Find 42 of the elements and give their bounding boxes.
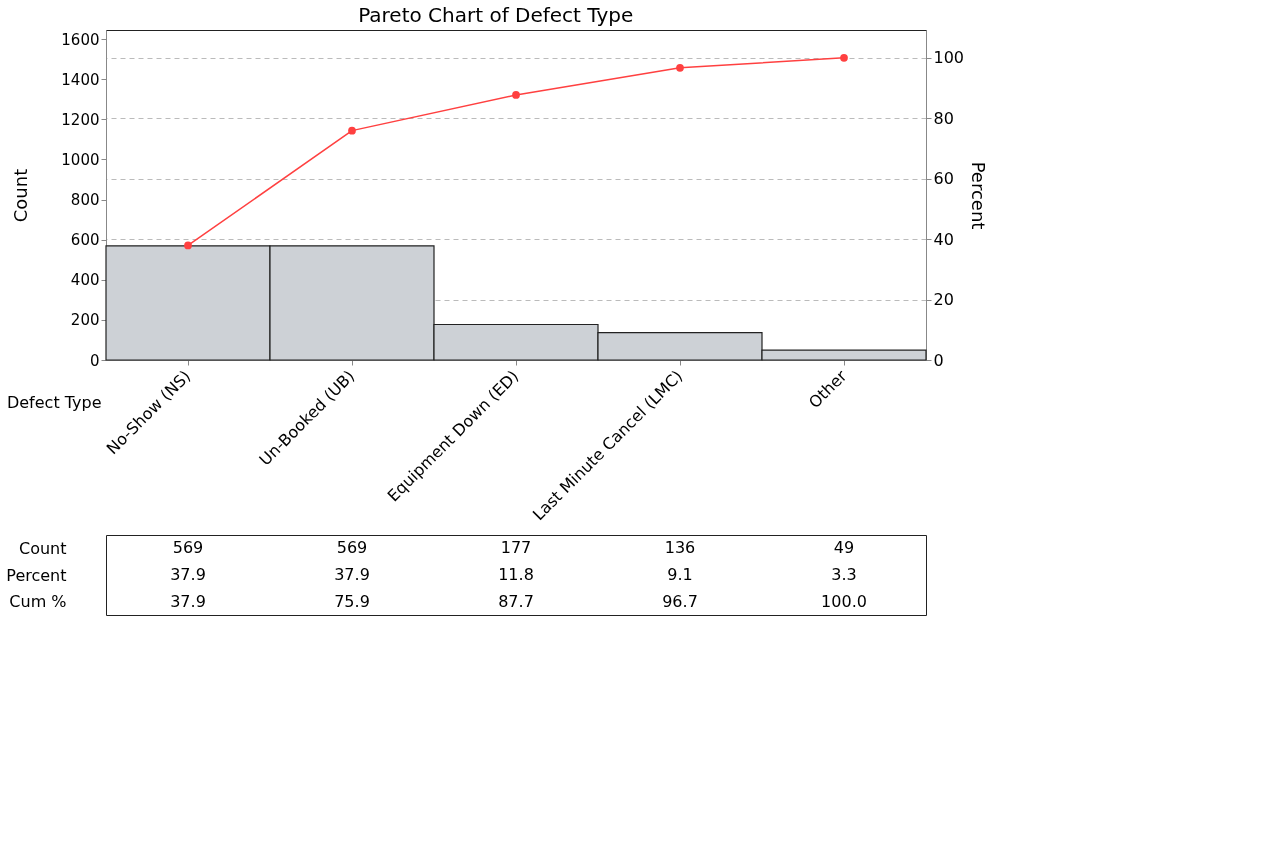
text: 9.1 (667, 565, 693, 584)
data-label: 96.7 (662, 591, 698, 611)
y-axis-title: Count (10, 168, 32, 223)
y2-tick-label: 80 (933, 108, 954, 128)
y-tick-label: 600 (70, 231, 100, 250)
y2-tick-label: 100 (933, 48, 965, 68)
data-label: 37.9 (170, 591, 206, 611)
text: Percent (6, 565, 67, 585)
text: Count (18, 538, 67, 558)
text: 37.9 (170, 565, 206, 584)
y2-axis-title: Percent (968, 161, 990, 230)
x-axis-title: Defect Type (6, 392, 102, 412)
data-label: 569 (336, 538, 368, 558)
y-tick-label: 1400 (61, 70, 100, 89)
data-label: 75.9 (334, 591, 370, 611)
y-tick-label: 1200 (61, 110, 100, 129)
y-tick-label: 0 (89, 351, 100, 370)
text: 37.9 (334, 565, 370, 584)
data-label: 569 (172, 538, 204, 558)
data-label: 87.7 (498, 591, 534, 611)
y-tick-label: 1600 (61, 30, 100, 49)
y2-tick-label: 60 (933, 169, 954, 189)
point (840, 53, 848, 62)
point (184, 241, 192, 250)
point (676, 63, 684, 72)
text: 3.3 (831, 565, 857, 584)
data-label: 177 (500, 538, 532, 558)
chart-title: Pareto Chart of Defect Type (358, 2, 634, 27)
data-label: 49 (833, 538, 855, 558)
y2-tick-label: 0 (933, 350, 944, 370)
y-tick-label: 200 (70, 311, 100, 330)
data-label: 100.0 (821, 591, 867, 611)
text: Cum % (9, 592, 67, 612)
point (512, 91, 520, 99)
y-tick-label: 1000 (61, 150, 100, 169)
y-tick-label: 800 (70, 191, 100, 210)
y-tick-label: 400 (70, 271, 100, 290)
y2-tick-label: 40 (933, 229, 954, 249)
data-label: 136 (664, 538, 696, 558)
text: 11.8 (498, 565, 534, 584)
point (348, 126, 356, 135)
y2-tick-label: 20 (933, 290, 954, 310)
